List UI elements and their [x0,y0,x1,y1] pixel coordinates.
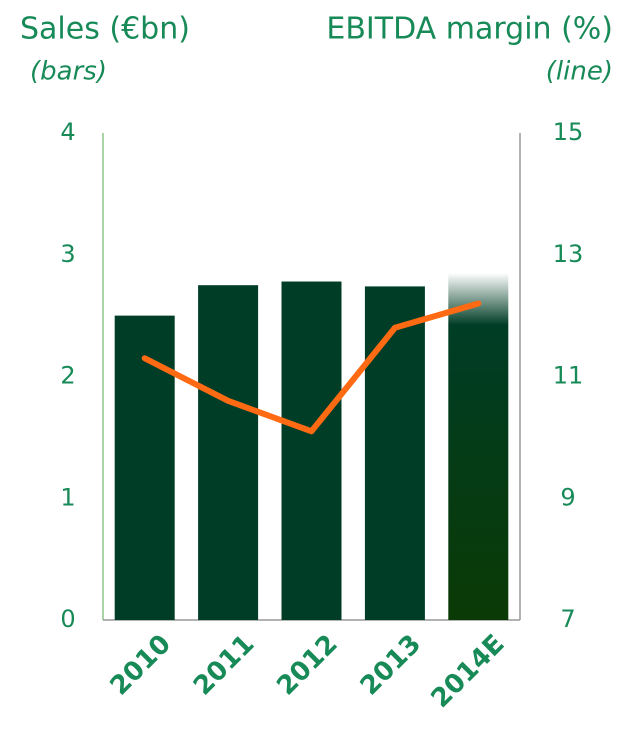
bar [364,286,425,620]
y-tick-label: 0 [60,605,75,633]
y2-tick-label: 9 [560,483,575,511]
x-tick-label: 2011 [188,629,260,701]
y-tick-label: 4 [60,118,75,146]
left-axis-title: Sales (€bn) [20,12,190,47]
y-tick-label: 1 [60,483,75,511]
y-tick-label: 2 [60,362,75,390]
right-axis-title: EBITDA margin (%) [326,12,613,47]
bar [198,285,259,620]
bar [448,273,509,620]
y2-tick-label: 13 [553,240,584,268]
line [141,300,482,435]
y2-tick-label: 11 [553,362,584,390]
right-axis-subtitle: (line) [546,57,613,87]
y-tick-label: 3 [60,240,75,268]
left-axis-subtitle: (bars) [30,57,107,87]
x-tick-label: 2010 [105,629,177,701]
x-tick-label: 2014E [426,629,511,714]
x-tick-label: 2013 [355,629,427,701]
x-tick-label: 2012 [271,629,343,701]
y2-tick-label: 7 [560,605,575,633]
y2-tick-label: 15 [553,118,584,146]
bar [281,281,342,620]
